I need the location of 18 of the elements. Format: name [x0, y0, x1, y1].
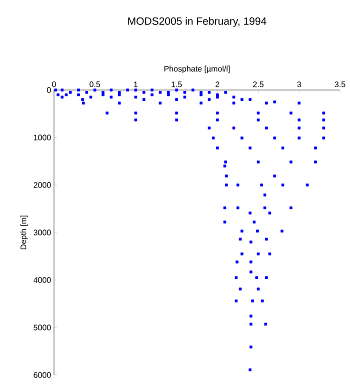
y-tick-label: 1000 [34, 134, 51, 140]
y-tick-label: 2000 [34, 182, 51, 188]
y-tick-label: 3000 [34, 230, 51, 236]
x-tick-label: 0 [52, 81, 56, 88]
y-tick-label: 4000 [34, 277, 51, 283]
y-tick-label: 0 [46, 87, 51, 93]
x-tick-label: 0.5 [90, 81, 100, 88]
y-axis-title: Depth [m] [20, 216, 28, 250]
x-tick-label: 2.5 [253, 81, 264, 88]
x-axis-title: Phosphate [µmol/l] [164, 66, 230, 74]
y-tick-label: 5000 [34, 324, 51, 330]
x-tick-label: 3.5 [334, 81, 346, 88]
chart-title: MODS2005 in February, 1994 [128, 17, 266, 27]
y-tick-label: 6000 [34, 372, 51, 378]
x-tick-label: 2 [216, 82, 220, 88]
x-tick-label: 1.5 [172, 82, 182, 88]
x-tick-label: 1 [134, 82, 138, 88]
x-tick-label: 3 [297, 81, 302, 88]
